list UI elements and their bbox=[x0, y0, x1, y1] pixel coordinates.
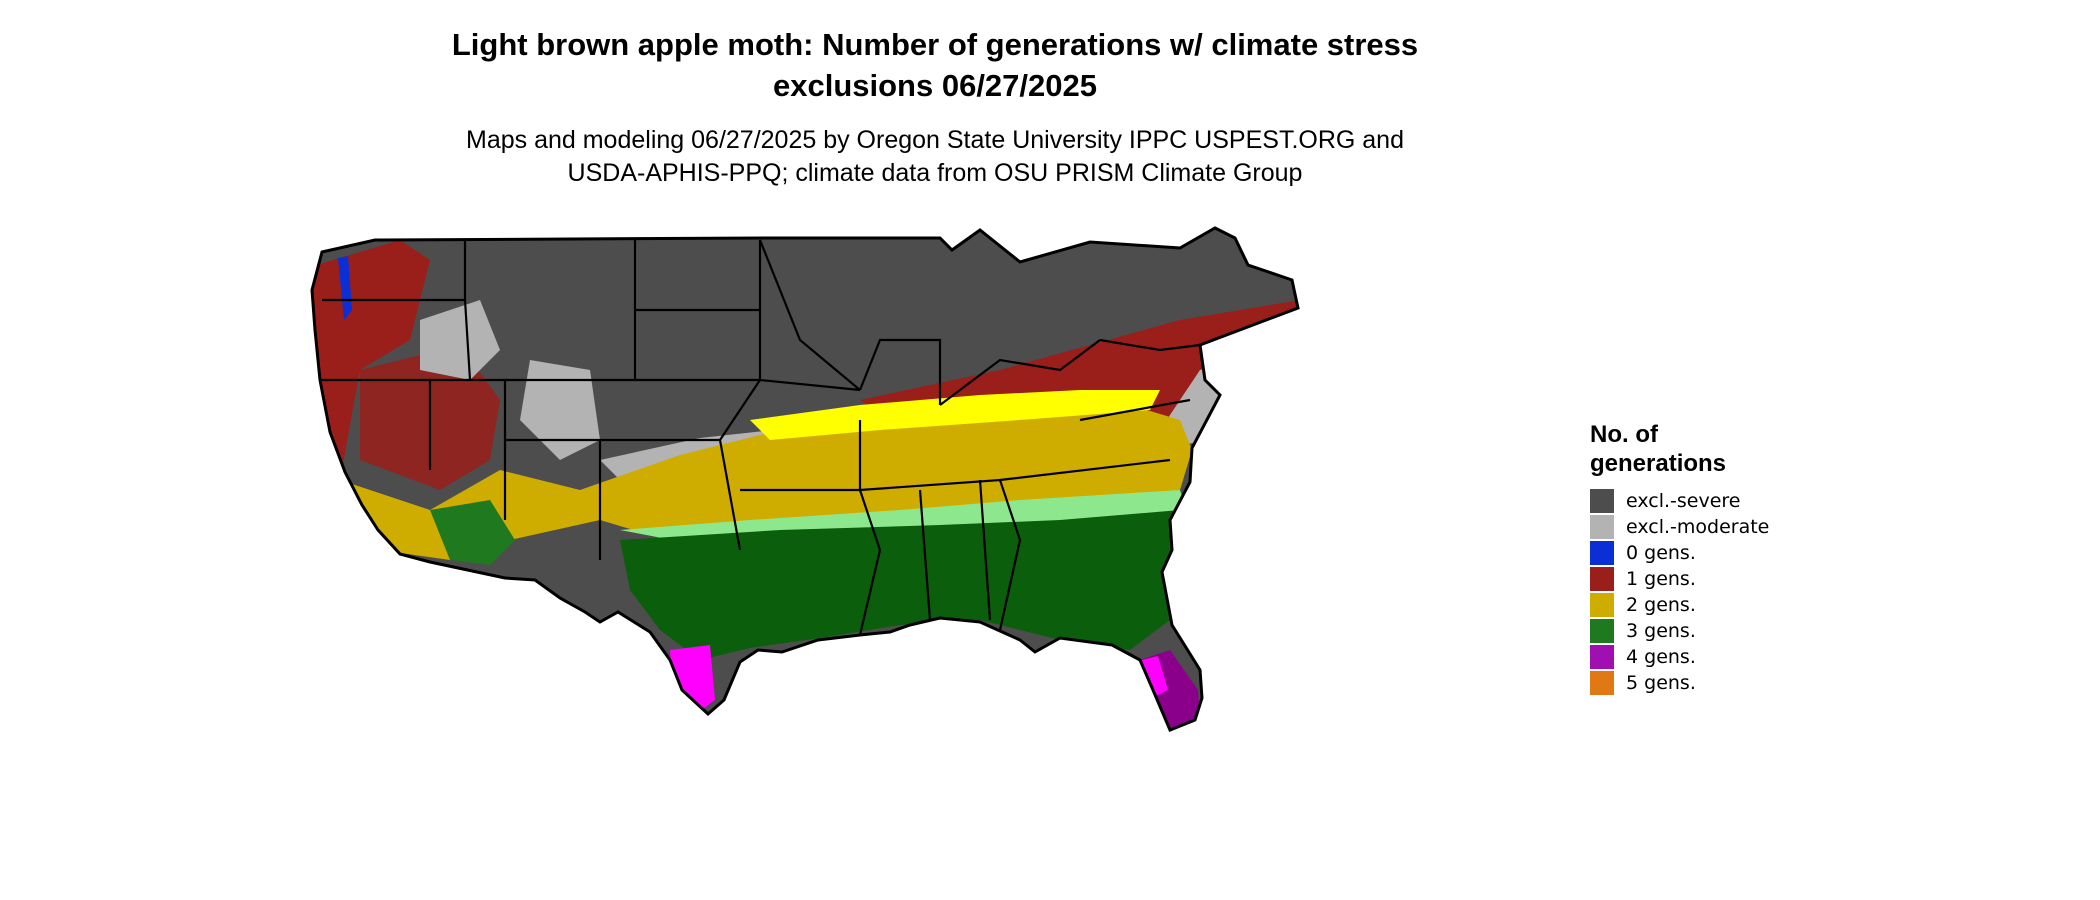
legend-item-4-gens: 4 gens. bbox=[1590, 644, 1769, 670]
legend-label: 2 gens. bbox=[1626, 594, 1696, 616]
us-outline bbox=[310, 226, 1300, 732]
legend-item-excl-severe: excl.-severe bbox=[1590, 488, 1769, 514]
legend-swatch bbox=[1590, 489, 1614, 513]
zone-excl-moderate-rockies-2 bbox=[520, 360, 600, 460]
state-borders bbox=[320, 239, 1201, 636]
legend-item-2-gens: 2 gens. bbox=[1590, 592, 1769, 618]
legend-swatch bbox=[1590, 541, 1614, 565]
legend-item-excl-moderate: excl.-moderate bbox=[1590, 514, 1769, 540]
map-title-line-2: exclusions 06/27/2025 bbox=[772, 68, 1097, 103]
legend-label: 5 gens. bbox=[1626, 672, 1696, 694]
legend-swatch bbox=[1590, 593, 1614, 617]
us-generations-map bbox=[310, 226, 1300, 732]
legend-label: 0 gens. bbox=[1626, 542, 1696, 564]
legend-title-line-2: generations bbox=[1590, 450, 1727, 477]
map-subtitle-line-2: USDA-APHIS-PPQ; climate data from OSU PR… bbox=[567, 159, 1303, 187]
legend-label: 3 gens. bbox=[1626, 620, 1696, 642]
zone-gen0-cascades bbox=[338, 256, 352, 320]
legend-label: excl.-severe bbox=[1626, 490, 1741, 512]
map-subtitle: Maps and modeling 06/27/2025 by Oregon S… bbox=[380, 124, 1490, 190]
zone-gen3-southwest bbox=[430, 500, 515, 565]
legend-swatch bbox=[1590, 671, 1614, 695]
zone-gen4-florida-light bbox=[1142, 656, 1168, 698]
legend: No. of generations excl.-severe excl.-mo… bbox=[1590, 420, 1769, 696]
legend-swatch bbox=[1590, 619, 1614, 643]
legend-label: 4 gens. bbox=[1626, 646, 1696, 668]
legend-swatch bbox=[1590, 515, 1614, 539]
map-title: Light brown apple moth: Number of genera… bbox=[380, 24, 1490, 106]
legend-item-3-gens: 3 gens. bbox=[1590, 618, 1769, 644]
legend-swatch bbox=[1590, 645, 1614, 669]
map-title-line-1: Light brown apple moth: Number of genera… bbox=[451, 27, 1419, 62]
legend-title-line-1: No. of bbox=[1590, 421, 1658, 448]
zone-gen2 bbox=[340, 405, 1192, 560]
legend-item-5-gens: 5 gens. bbox=[1590, 670, 1769, 696]
legend-item-0-gens: 0 gens. bbox=[1590, 540, 1769, 566]
legend-label: 1 gens. bbox=[1626, 568, 1696, 590]
legend-label: excl.-moderate bbox=[1626, 516, 1770, 538]
legend-swatch bbox=[1590, 567, 1614, 591]
legend-title: No. of generations bbox=[1590, 420, 1769, 478]
map-subtitle-line-1: Maps and modeling 06/27/2025 by Oregon S… bbox=[466, 126, 1404, 154]
legend-item-1-gens: 1 gens. bbox=[1590, 566, 1769, 592]
zone-gen2-light bbox=[750, 390, 1160, 440]
zone-excl-moderate-rockies bbox=[420, 300, 500, 380]
zone-gen3 bbox=[620, 510, 1190, 660]
